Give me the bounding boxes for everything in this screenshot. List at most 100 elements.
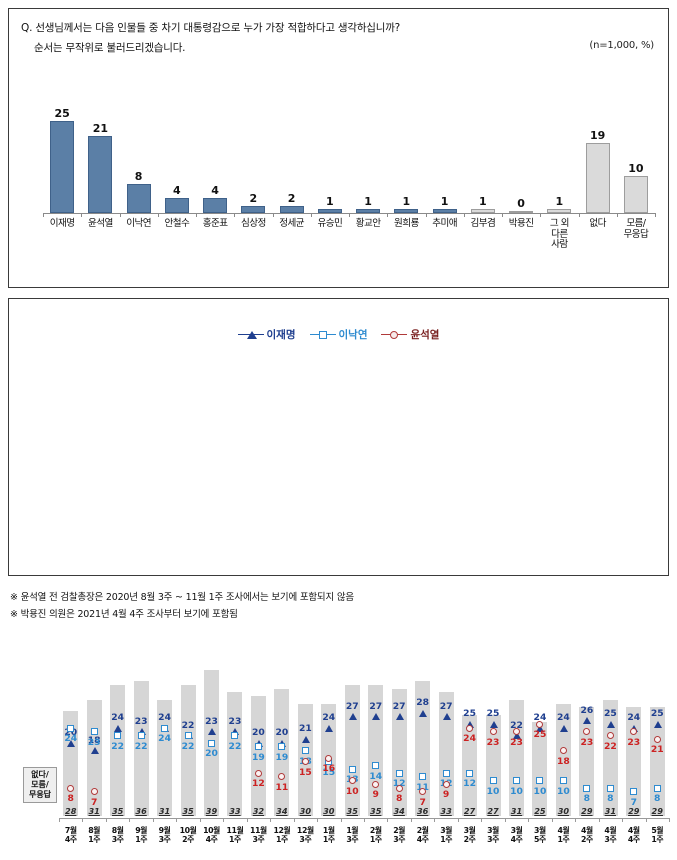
x-axis-label: 7월 4주 [64,826,77,845]
data-point-marker [583,717,592,724]
bar-category-label: 김부겸 [470,218,496,229]
data-point-marker [372,780,380,788]
axis-tick [502,213,503,217]
x-axis-label: 10월 4주 [203,826,220,845]
data-point-marker [372,762,380,769]
no-opinion-value-label: 35 [111,806,124,816]
axis-tick [504,818,506,822]
bar-value-label: 25 [54,107,70,120]
data-point-value-label: 23 [627,736,641,748]
no-opinion-value-label: 28 [65,806,77,816]
bar-category-label: 원희룡 [394,218,419,229]
axis-tick [310,213,312,217]
bar-rect [279,206,304,213]
data-point-marker [559,747,567,754]
axis-tick [645,818,647,822]
data-point-value-label: 24 [557,712,570,723]
bar-rect [432,209,457,213]
data-point-marker [395,769,403,777]
data-point-marker [90,728,98,736]
no-opinion-value-label: 31 [510,806,523,816]
data-point-value-label: 24 [158,712,171,723]
bar-rect [203,198,228,213]
bar-value-label: 1 [364,195,372,208]
data-point-value-label: 24 [627,712,641,723]
data-point-marker [137,732,145,739]
data-point-marker [325,754,333,762]
axis-tick [272,213,274,217]
data-point-value-label: 25 [650,708,664,720]
data-point-marker [653,735,661,743]
data-point-marker [114,724,123,732]
axis-tick [578,213,580,217]
data-point-marker [489,777,497,784]
axis-tick [481,818,483,822]
x-axis-label: 3월 3주 [487,826,499,845]
data-point-value-label: 25 [533,729,547,741]
bar-value-label: 10 [628,162,644,175]
no-opinion-bar [508,699,524,816]
data-point-marker [231,732,239,739]
bar-category-label: 안철수 [164,218,190,229]
no-opinion-value-label: 32 [252,806,265,816]
axis-tick [551,818,553,822]
axis-tick [463,213,465,217]
bar-rect [88,136,113,213]
bar-column: 4 [196,105,234,213]
x-axis-label: 4월 2주 [580,826,593,845]
data-point-marker [67,784,75,792]
axis-tick [82,818,84,822]
bar-column: 2 [234,105,272,213]
footnote-1: ※ 윤석열 전 검찰총장은 2020년 8월 3주 ~ 11월 1주 조사에서는… [10,592,354,603]
data-point-value-label: 22 [111,740,125,752]
data-point-marker [348,765,356,773]
data-point-value-label: 15 [298,766,312,778]
data-point-value-label: 11 [275,781,289,793]
data-point-value-label: 26 [580,704,594,716]
x-axis-label: 2월 3주 [393,826,406,845]
x-axis-label: 1월 3주 [346,826,359,845]
data-point-marker [208,728,216,736]
data-point-value-label: 10 [510,785,523,797]
data-point-value-label: 8 [607,793,614,804]
bar-value-label: 19 [589,129,606,142]
bar-rect [470,209,495,213]
no-opinion-value-label: 25 [534,806,546,816]
data-point-value-label: 9 [372,789,379,801]
data-point-value-label: 18 [557,755,570,767]
data-point-value-label: 8 [583,793,591,804]
no-opinion-value-label: 31 [158,806,171,816]
data-point-value-label: 7 [90,796,98,808]
axis-tick [81,213,83,217]
footnote-2: ※ 박용진 의원은 2021년 4월 4주 조사부터 보기에 포함됨 [10,609,238,620]
axis-tick [196,213,197,217]
data-point-value-label: 28 [416,697,430,708]
no-opinion-value-label: 36 [135,806,147,816]
data-point-value-label: 24 [322,712,336,723]
data-point-marker [466,769,474,777]
bar-rect [394,209,419,213]
bar-category-label: 추미애 [432,218,457,229]
bar-rect [126,184,151,213]
bar-rect [241,206,266,213]
x-axis-label: 4월 1주 [557,826,570,845]
question-line-2: 순서는 무작위로 불러드리겠습니다. [34,42,186,54]
axis-tick [364,818,365,822]
data-point-marker [278,743,286,751]
data-point-value-label: 14 [369,770,383,782]
survey-report-page: Q. 선생님께서는 다음 인물들 중 차기 대통령감으로 누가 가장 적합하다고… [8,8,670,845]
no-opinion-value-label: 33 [440,806,452,816]
bar-rect [547,209,572,213]
axis-tick [457,818,459,822]
data-point-value-label: 23 [87,736,101,748]
data-point-value-label: 24 [111,712,125,723]
bar-category-label: 그 외 다른 사람 [549,218,570,251]
data-point-marker [536,777,544,784]
bar-column: 1 [426,105,464,213]
axis-tick [199,818,201,822]
data-point-value-label: 10 [345,785,359,797]
data-point-value-label: 27 [345,700,359,712]
no-opinion-value-label: 30 [557,806,570,816]
axis-tick [349,213,350,217]
data-point-value-label: 22 [181,740,195,752]
